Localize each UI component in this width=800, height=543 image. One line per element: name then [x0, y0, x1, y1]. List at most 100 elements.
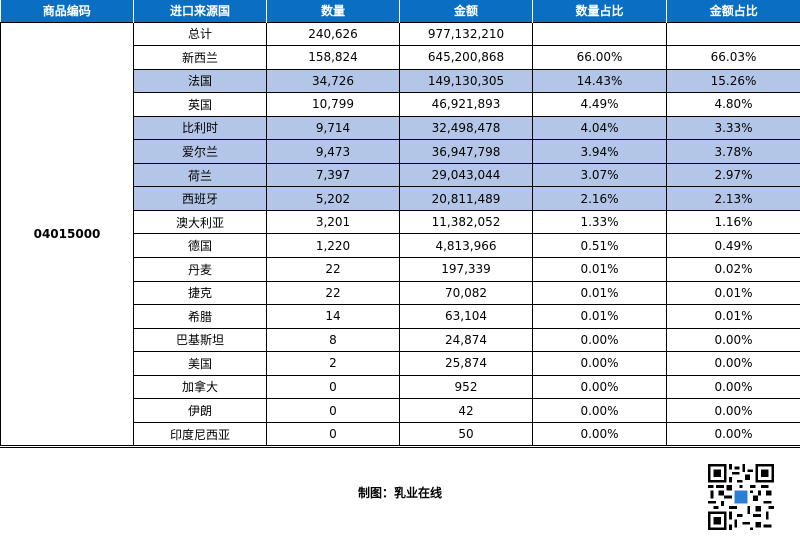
table-row: 伊朗 0 42 0.00% 0.00% — [1, 398, 800, 423]
amount-cell: 25,874 — [399, 351, 533, 376]
country-cell: 美国 — [133, 351, 267, 376]
table-row: 04015000 总计 240,626 977,132,210 — [0, 21, 800, 447]
amount-cell: 952 — [399, 374, 533, 400]
table-row: 比利时 9,714 32,498,478 4.04% 3.33% — [1, 115, 800, 141]
amount-cell: 36,947,798 — [399, 139, 533, 164]
quantity-share-cell: 66.00% — [532, 45, 667, 70]
footer: 制图：乳业在线 — [0, 447, 800, 543]
quantity-cell: 14 — [266, 304, 400, 329]
header-amount-share: 金额占比 — [666, 0, 800, 22]
header-amount: 金额 — [399, 0, 533, 22]
quantity-cell: 8 — [266, 327, 400, 353]
country-cell: 法国 — [133, 68, 267, 94]
qr-code-icon — [708, 464, 774, 530]
table-row: 巴基斯坦 8 24,874 0.00% 0.00% — [1, 327, 800, 353]
country-cell: 捷克 — [133, 280, 267, 306]
amount-share-cell: 15.26% — [666, 68, 800, 94]
amount-cell: 197,339 — [399, 256, 533, 282]
table-row: 丹麦 22 197,339 0.01% 0.02% — [1, 256, 800, 282]
amount-share-cell: 0.00% — [666, 351, 800, 376]
country-cell: 澳大利亚 — [133, 209, 267, 235]
country-cell: 比利时 — [133, 115, 267, 141]
quantity-cell: 7,397 — [266, 162, 400, 188]
quantity-cell: 22 — [266, 280, 400, 306]
amount-cell: 29,043,044 — [399, 162, 533, 188]
import-table: 商品编码 进口来源国 数量 金额 数量占比 金额占比 04015000 总计 240… — [0, 0, 800, 447]
quantity-cell: 10,799 — [266, 92, 400, 117]
amount-share-cell: 0.01% — [666, 304, 800, 329]
amount-share-cell: 0.00% — [666, 421, 800, 447]
table-row: 德国 1,220 4,813,966 0.51% 0.49% — [1, 233, 800, 258]
amount-share-cell: 3.78% — [666, 139, 800, 164]
quantity-cell: 240,626 — [266, 21, 400, 47]
amount-cell: 32,498,478 — [399, 115, 533, 141]
amount-share-cell: 4.80% — [666, 92, 800, 117]
amount-cell: 70,082 — [399, 280, 533, 306]
amount-share-cell: 0.00% — [666, 327, 800, 353]
quantity-cell: 2 — [266, 351, 400, 376]
country-cell: 总计 — [133, 21, 267, 47]
quantity-share-cell: 2.16% — [532, 186, 667, 211]
amount-share-cell: 3.33% — [666, 115, 800, 141]
country-cell: 希腊 — [133, 304, 267, 329]
amount-share-cell: 0.00% — [666, 398, 800, 423]
header-quantity-share: 数量占比 — [532, 0, 667, 22]
amount-share-cell: 2.97% — [666, 162, 800, 188]
country-cell: 英国 — [133, 92, 267, 117]
quantity-share-cell: 0.01% — [532, 304, 667, 329]
amount-cell: 11,382,052 — [399, 209, 533, 235]
quantity-share-cell: 0.00% — [532, 327, 667, 353]
amount-cell: 977,132,210 — [399, 21, 533, 47]
quantity-cell: 22 — [266, 256, 400, 282]
quantity-cell: 3,201 — [266, 209, 400, 235]
quantity-share-cell: 0.51% — [532, 233, 667, 258]
country-cell: 荷兰 — [133, 162, 267, 188]
quantity-cell: 9,714 — [266, 115, 400, 141]
amount-share-cell: 1.16% — [666, 209, 800, 235]
amount-share-cell — [666, 21, 800, 47]
country-cell: 新西兰 — [133, 45, 267, 70]
header-code: 商品编码 — [0, 0, 134, 22]
table-row: 捷克 22 70,082 0.01% 0.01% — [1, 280, 800, 306]
table-row: 法国 34,726 149,130,305 14.43% 15.26% — [1, 68, 800, 94]
quantity-share-cell: 0.00% — [532, 374, 667, 400]
country-cell: 德国 — [133, 233, 267, 258]
table-row: 新西兰 158,824 645,200,868 66.00% 66.03% — [1, 45, 800, 70]
product-code-cell: 04015000 — [0, 21, 134, 447]
header-quantity: 数量 — [266, 0, 400, 22]
table-row: 西班牙 5,202 20,811,489 2.16% 2.13% — [1, 186, 800, 211]
quantity-cell: 5,202 — [266, 186, 400, 211]
quantity-share-cell: 4.49% — [532, 92, 667, 117]
amount-share-cell: 66.03% — [666, 45, 800, 70]
amount-cell: 149,130,305 — [399, 68, 533, 94]
quantity-cell: 1,220 — [266, 233, 400, 258]
table-row: 爱尔兰 9,473 36,947,798 3.94% 3.78% — [1, 139, 800, 164]
country-cell: 加拿大 — [133, 374, 267, 400]
quantity-share-cell: 3.07% — [532, 162, 667, 188]
amount-share-cell: 0.00% — [666, 374, 800, 400]
country-cell: 爱尔兰 — [133, 139, 267, 164]
amount-share-cell: 0.02% — [666, 256, 800, 282]
table-row: 希腊 14 63,104 0.01% 0.01% — [1, 304, 800, 329]
table-row: 澳大利亚 3,201 11,382,052 1.33% 1.16% — [1, 209, 800, 235]
header-country: 进口来源国 — [133, 0, 267, 22]
country-cell: 西班牙 — [133, 186, 267, 211]
country-cell: 印度尼西亚 — [133, 421, 267, 447]
amount-share-cell: 0.49% — [666, 233, 800, 258]
quantity-cell: 158,824 — [266, 45, 400, 70]
amount-cell: 42 — [399, 398, 533, 423]
country-cell: 丹麦 — [133, 256, 267, 282]
table-row: 印度尼西亚 0 50 0.00% 0.00% — [1, 421, 800, 447]
amount-cell: 46,921,893 — [399, 92, 533, 117]
quantity-share-cell — [532, 21, 667, 47]
table-row: 美国 2 25,874 0.00% 0.00% — [1, 351, 800, 376]
quantity-cell: 0 — [266, 374, 400, 400]
amount-cell: 4,813,966 — [399, 233, 533, 258]
quantity-share-cell: 3.94% — [532, 139, 667, 164]
table-row: 加拿大 0 952 0.00% 0.00% — [1, 374, 800, 400]
quantity-share-cell: 14.43% — [532, 68, 667, 94]
header-row: 商品编码 进口来源国 数量 金额 数量占比 金额占比 — [0, 0, 800, 22]
country-cell: 伊朗 — [133, 398, 267, 423]
quantity-share-cell: 0.00% — [532, 351, 667, 376]
amount-cell: 50 — [399, 421, 533, 447]
